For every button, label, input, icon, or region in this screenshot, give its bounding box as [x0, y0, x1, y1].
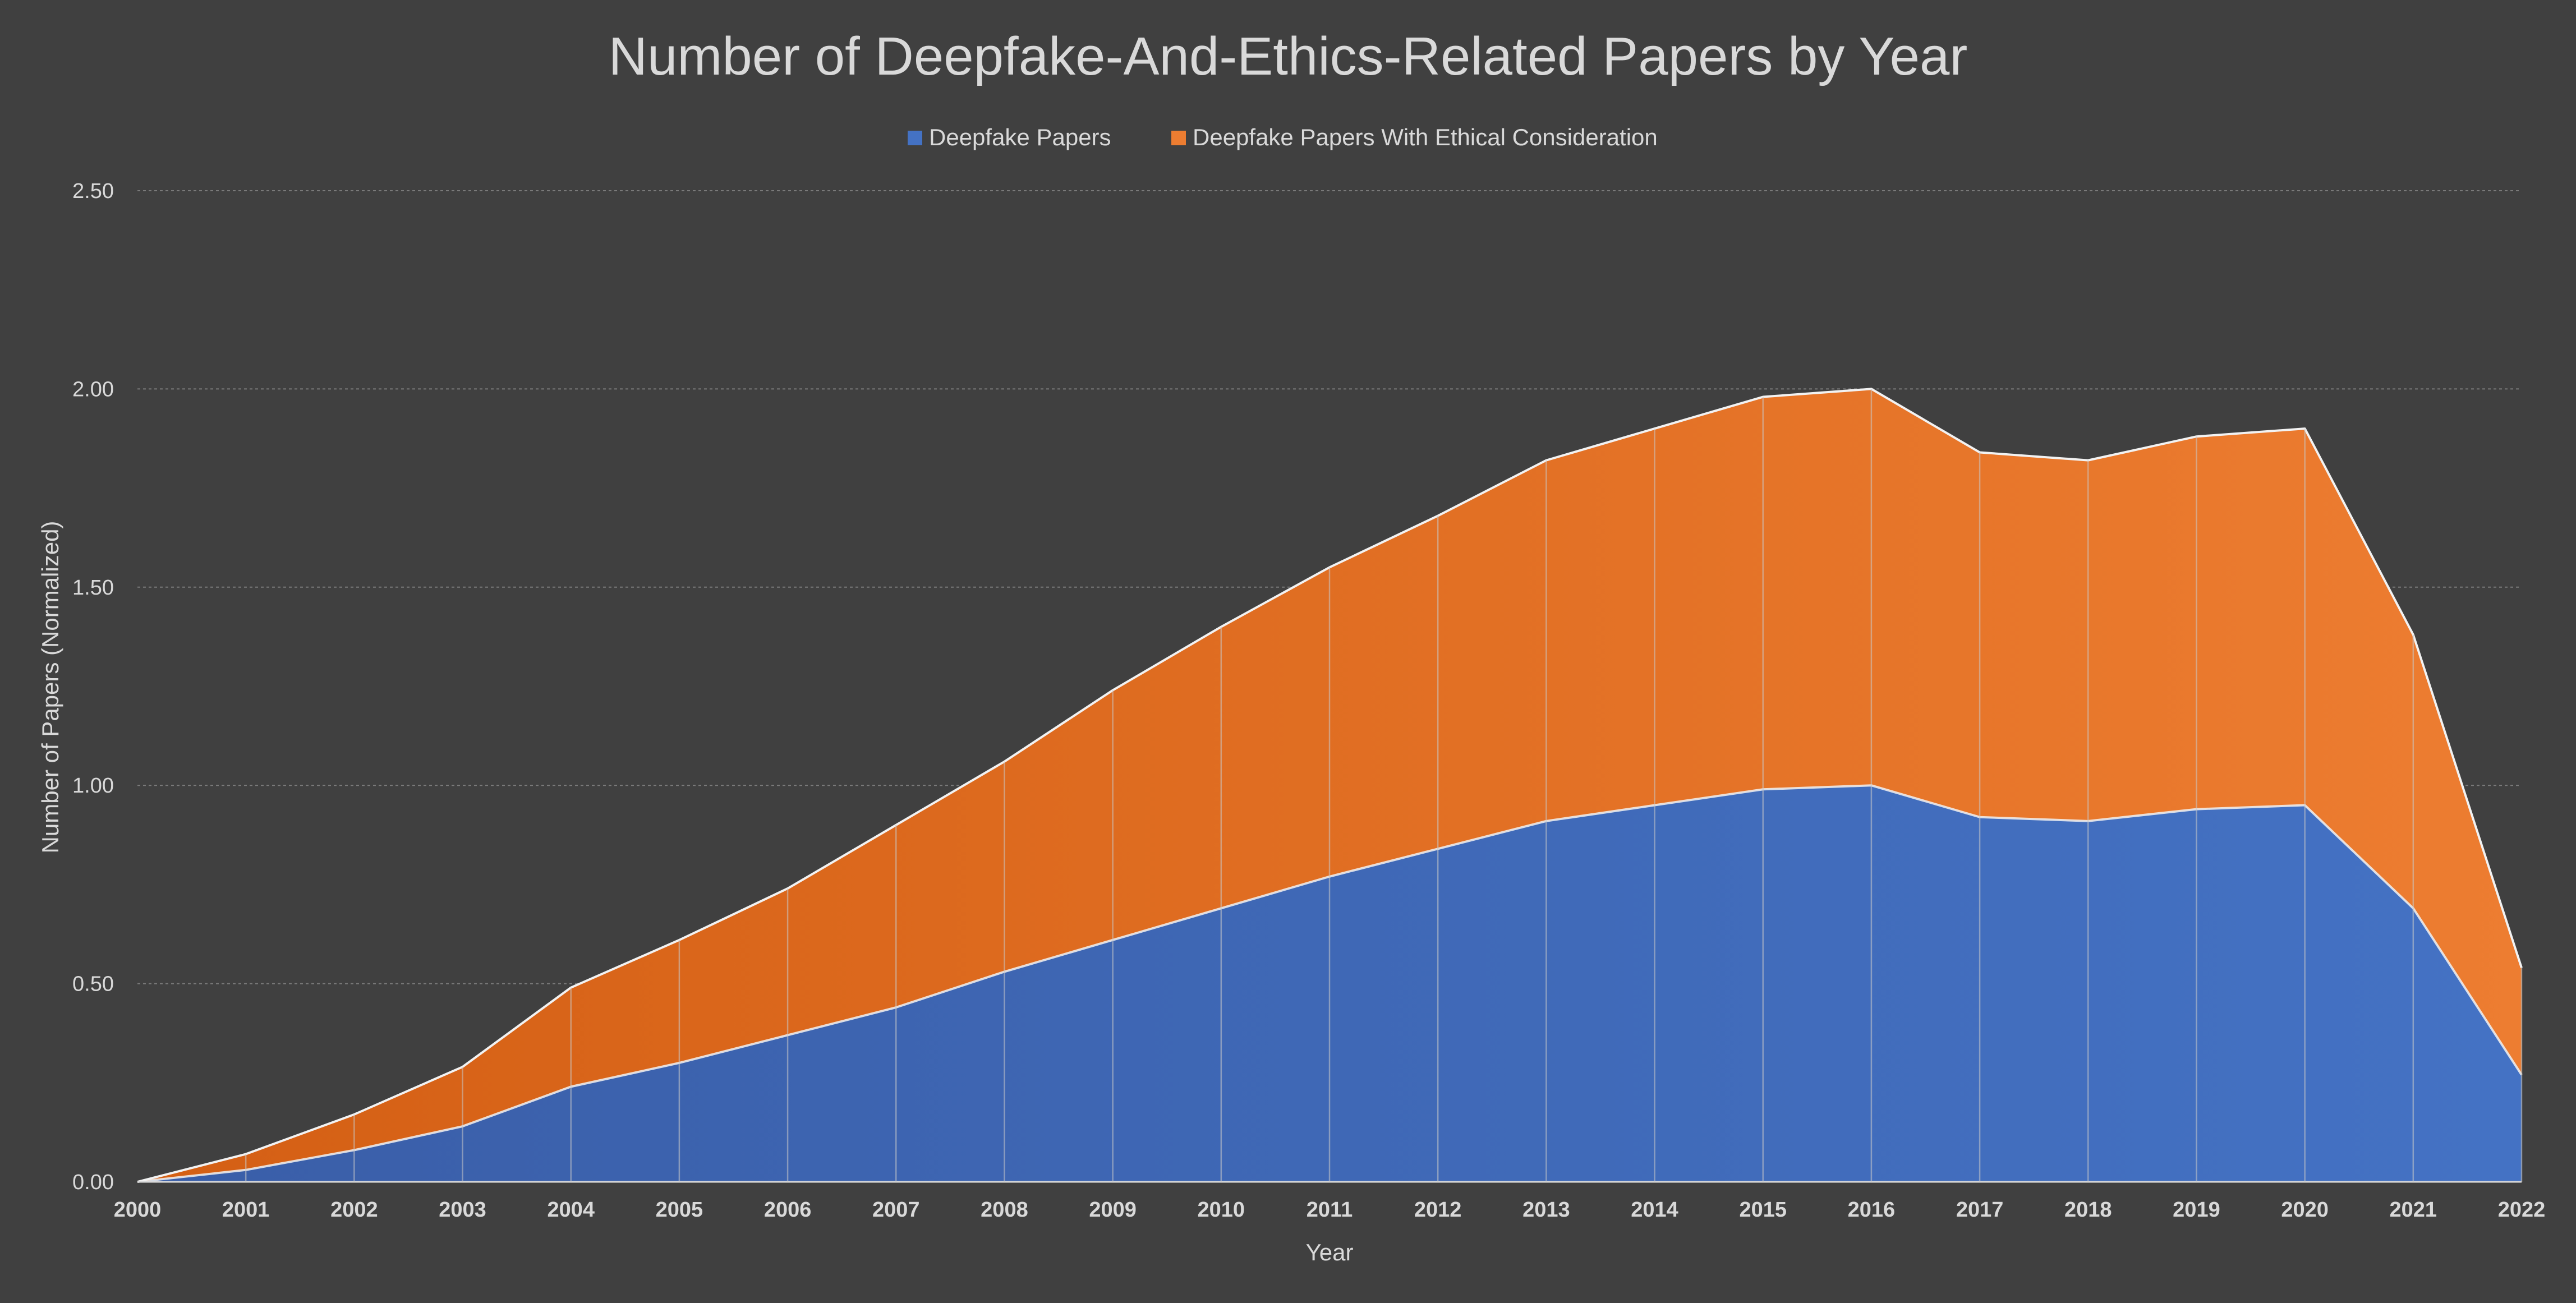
y-tick-label: 0.00 [72, 1171, 114, 1194]
x-axis-label: Year [1306, 1239, 1354, 1265]
legend-label-deepfake-papers: Deepfake Papers [929, 124, 1111, 150]
y-tick-label: 0.50 [72, 973, 114, 996]
x-tick-label: 2010 [1198, 1198, 1245, 1222]
x-tick-label: 2018 [2064, 1198, 2112, 1222]
x-tick-label: 2008 [981, 1198, 1028, 1222]
drop-lines [245, 389, 2523, 1182]
x-tick-label: 2011 [1307, 1198, 1353, 1222]
y-tick-label: 2.00 [72, 377, 114, 401]
x-tick-label: 2020 [2281, 1198, 2329, 1222]
x-tick-label: 2003 [439, 1198, 486, 1222]
x-tick-label: 2016 [1848, 1198, 1896, 1222]
y-tick-label: 1.00 [72, 774, 114, 798]
y-axis-label: Number of Papers (Normalized) [37, 521, 63, 854]
x-tick-label: 2019 [2173, 1198, 2220, 1222]
y-tick-label: 1.50 [72, 576, 114, 600]
y-tick-label: 2.50 [72, 179, 114, 203]
x-tick-label: 2012 [1414, 1198, 1462, 1222]
legend-label-ethical-consideration: Deepfake Papers With Ethical Considerati… [1193, 124, 1658, 150]
x-tick-label: 2017 [1956, 1198, 2004, 1222]
x-tick-label: 2005 [656, 1198, 703, 1222]
x-tick-label: 2002 [330, 1198, 378, 1222]
x-tick-label: 2000 [114, 1198, 162, 1222]
x-tick-label: 2009 [1089, 1198, 1137, 1222]
x-tick-label: 2015 [1739, 1198, 1787, 1222]
x-axis-ticks: 2000 2001 2002 2003 2004 2005 2006 2007 2008 2009… [114, 1198, 2546, 1222]
x-tick-label: 2007 [872, 1198, 920, 1222]
x-tick-label: 2001 [222, 1198, 270, 1222]
x-tick-label: 2022 [2498, 1198, 2546, 1222]
legend: Deepfake Papers Deepfake Papers With Eth… [908, 124, 1658, 150]
x-tick-label: 2004 [547, 1198, 595, 1222]
x-tick-label: 2021 [2390, 1198, 2437, 1222]
x-tick-label: 2013 [1522, 1198, 1570, 1222]
x-tick-label: 2006 [764, 1198, 812, 1222]
legend-swatch-ethical-consideration [1171, 131, 1186, 145]
legend-swatch-deepfake-papers [908, 131, 922, 145]
y-axis-ticks: 0.00 0.50 1.00 1.50 2.00 2.50 [72, 179, 114, 1194]
x-tick-label: 2014 [1631, 1198, 1678, 1222]
chart-title: Number of Deepfake-And-Ethics-Related Pa… [609, 26, 1968, 86]
